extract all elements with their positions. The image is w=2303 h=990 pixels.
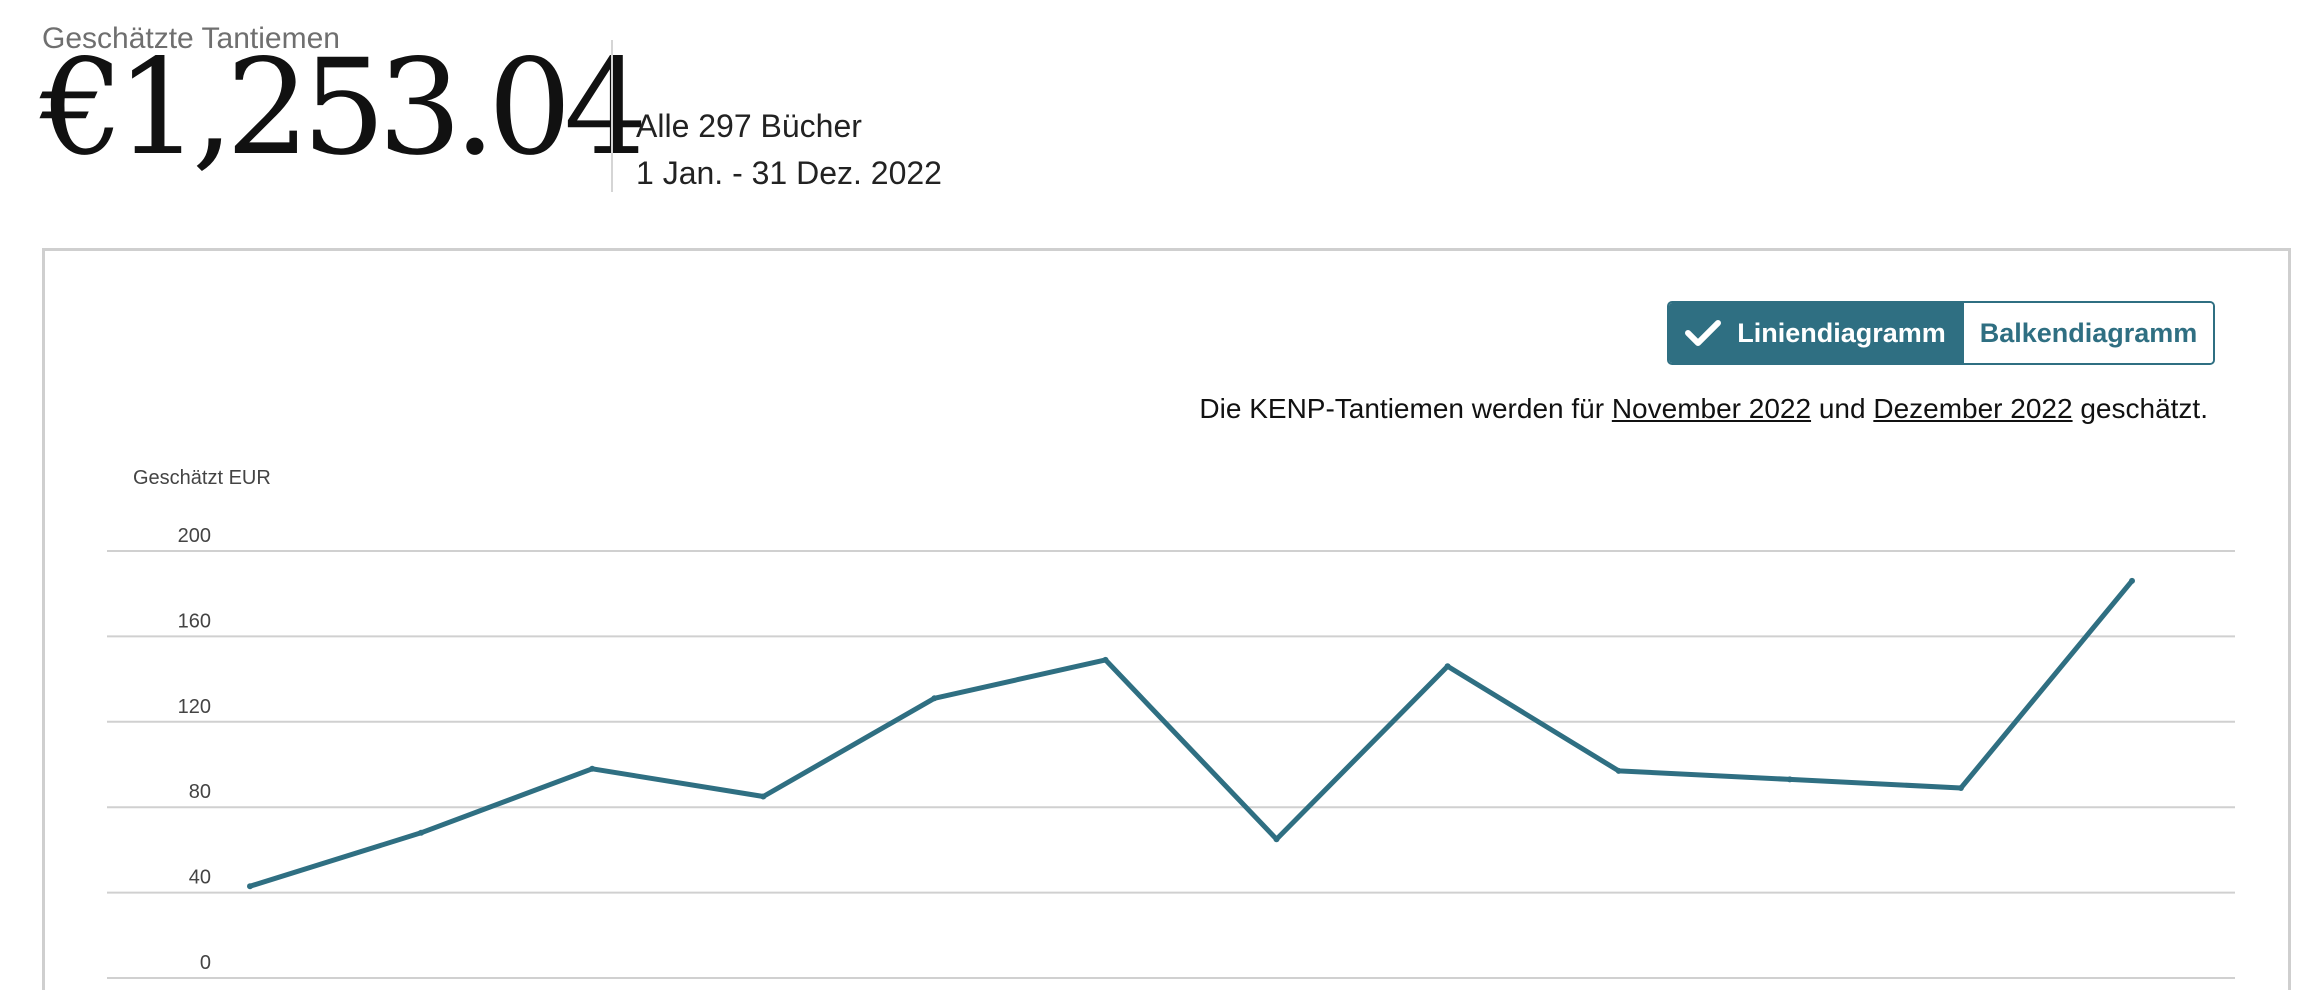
estimated-royalties-label: Geschätzte Tantiemen	[42, 22, 340, 55]
series-line	[247, 578, 2135, 889]
y-tick-label: 80	[189, 781, 211, 803]
summary-meta: Alle 297 Bücher 1 Jan. - 31 Dez. 2022	[636, 103, 942, 197]
books-count: Alle 297 Bücher	[636, 108, 862, 144]
data-point[interactable]	[931, 695, 938, 702]
chart-y-axis-label: Geschätzt EUR	[133, 467, 271, 489]
data-point[interactable]	[247, 883, 253, 890]
data-point[interactable]	[1102, 656, 1109, 663]
y-tick-label: 200	[178, 525, 211, 547]
check-icon	[1685, 320, 1722, 346]
chart-gridlines	[107, 550, 2235, 979]
line-chart-label: Liniendiagramm	[1737, 317, 1946, 348]
y-tick-label: 120	[178, 696, 211, 718]
royalty-summary-header: Geschätzte Tantiemen €1,253.04 Alle 297 …	[40, 0, 1142, 220]
bar-chart-button[interactable]: Balkendiagramm	[1962, 303, 2213, 363]
november-2022-link[interactable]: November 2022	[1611, 393, 1812, 424]
data-point[interactable]	[1957, 785, 1964, 791]
bar-chart-label: Balkendiagramm	[1979, 317, 2198, 348]
chart-type-toggle: Liniendiagramm Balkendiagramm	[1667, 301, 2215, 365]
chart-series	[247, 577, 2135, 890]
chart-panel: Liniendiagramm Balkendiagramm Die KENP-T…	[42, 248, 2291, 990]
royalties-line-chart: Geschätzt EUR 0 40 80 120 160 200	[107, 467, 2235, 979]
data-point[interactable]	[418, 829, 425, 836]
data-point[interactable]	[589, 765, 596, 772]
data-point[interactable]	[2129, 577, 2135, 584]
data-point[interactable]	[1615, 767, 1622, 774]
line-chart-button[interactable]: Liniendiagramm	[1669, 303, 1962, 363]
data-point[interactable]	[1444, 663, 1451, 670]
date-range: 1 Jan. - 31 Dez. 2022	[636, 155, 942, 191]
estimated-royalties-amount: €1,253.04	[40, 31, 648, 185]
notice-suffix: geschätzt.	[2080, 393, 2208, 424]
summary-divider	[611, 40, 613, 192]
december-2022-link[interactable]: Dezember 2022	[1873, 393, 2073, 424]
data-point[interactable]	[1786, 776, 1793, 783]
y-tick-label: 0	[200, 952, 211, 974]
data-point[interactable]	[1273, 836, 1280, 843]
chart-y-ticks: 0 40 80 120 160 200	[178, 525, 211, 974]
notice-connector: und	[1818, 393, 1866, 424]
y-tick-label: 40	[189, 867, 211, 889]
notice-prefix: Die KENP-Tantiemen werden für	[1199, 393, 1605, 424]
kenp-estimate-notice: Die KENP-Tantiemen werden für November 2…	[1199, 393, 2208, 425]
data-point[interactable]	[760, 793, 767, 800]
y-tick-label: 160	[178, 610, 211, 632]
